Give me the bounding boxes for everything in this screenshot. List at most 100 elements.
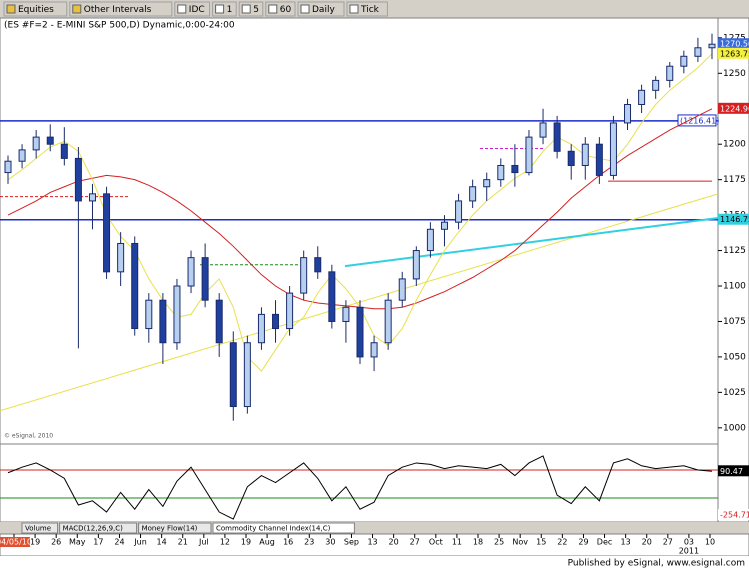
cci-line [7,455,713,520]
candle-body [694,47,702,57]
candle-body [680,55,688,67]
toolbar-label: IDC [189,5,205,15]
pane-tab[interactable] [21,522,59,534]
candle-body [370,342,378,358]
indicator-label: -254.71 [720,511,749,520]
x-tick-label: 27 [410,538,420,547]
candle-body [103,193,111,273]
candle-body [525,136,533,174]
toolbar-button[interactable] [3,1,68,17]
candle-body [708,43,716,49]
button-icon [349,4,359,14]
x-tick-label: 23 [304,538,314,547]
toolbar-label: Daily [312,5,335,15]
price-label: 1263.75 [720,49,749,58]
candle-body [328,271,336,322]
level-label: (1216.41) [680,116,719,125]
level-label-box [677,114,717,127]
pane-tab-label: Volume [25,525,51,533]
x-tick-label: Dec [597,538,612,547]
y-tick-label: 1050 [723,352,746,362]
x-tick-label: 25 [494,538,504,547]
indicator-label: 90.47 [720,467,743,476]
candle-body [652,79,660,91]
toolbar-label: 1 [227,5,233,15]
candle-body [342,306,350,322]
pane-tab-label: Money Flow(14) [142,525,198,533]
trendline [0,193,719,412]
candle-body [145,299,153,330]
candle-body [272,313,280,330]
candle-body [455,200,463,223]
indicator-label-box [718,465,749,477]
candle-body [201,257,209,301]
y-tick-label: 1000 [723,423,746,433]
x-tick-label: 19 [30,538,40,547]
candle-body [624,104,632,124]
x-tick-label: 14 [157,538,167,547]
candle-body [173,285,181,344]
x-tick-label: 17 [93,538,103,547]
button-icon [268,4,278,14]
chart-title: (ES #F=2 - E-MINI S&P 500,D) Dynamic,0:0… [4,21,235,31]
footer: Published by eSignal, www.esignal.com [568,559,745,569]
pane-tab[interactable] [212,522,355,534]
candle-body [32,136,40,151]
button-icon [215,4,225,14]
x-tick-label: 13 [621,538,631,547]
y-tick-label: 1175 [723,175,746,185]
candle-body [356,306,364,358]
x-tick-label: Sep [344,538,359,547]
x-tick-label: 13 [367,538,377,547]
year-label: 2011 [679,547,699,556]
candle-body [215,299,223,344]
y-tick-label: 1075 [723,317,746,327]
price-label-box [718,38,749,50]
candle-body [567,150,575,166]
pane-tab-label: MACD(12,26,9,C) [63,525,124,533]
y-tick-label: 1250 [723,69,746,79]
x-tick-label: Aug [259,538,275,547]
x-tick-label: 21 [178,538,188,547]
candle-body [539,122,547,138]
candle-body [581,143,589,166]
toolbar-label: Other Intervals [84,5,152,15]
candle-body [553,122,561,152]
price-label: 1224.96 [720,104,749,113]
x-tick-label: 22 [557,538,567,547]
y-tick-label: 1025 [723,388,746,398]
candle-body [412,250,420,280]
candle-body [74,157,82,202]
candle-body [159,299,167,344]
y-tick-label: 1200 [723,140,746,150]
pane-tab[interactable] [59,522,138,534]
trendline [344,216,719,268]
indicator-label-box [718,509,749,520]
candle-body [511,164,519,174]
candle-body [286,292,294,330]
x-tick-label: 24 [114,538,124,547]
price-label-box [718,102,749,114]
button-icon [6,4,16,14]
candle-body [609,122,617,176]
candle-body [666,65,674,81]
x-tick-label: 30 [325,538,335,547]
candle-body [4,160,12,174]
x-tick-label: 11 [452,538,462,547]
price-label-box [718,213,749,225]
candle-body [483,179,491,188]
candle-body [638,89,646,106]
button-icon [241,4,251,14]
x-tick-label: May [69,538,86,547]
candle-body [314,257,322,273]
candle-body [46,136,54,145]
candle-body [229,342,237,408]
toolbar-button[interactable] [69,1,173,17]
candle-body [497,164,505,181]
x-tick-label: 29 [578,538,588,547]
candle-body [595,143,603,176]
x-tick-label: 18 [473,538,483,547]
pane-tab[interactable] [138,522,212,534]
